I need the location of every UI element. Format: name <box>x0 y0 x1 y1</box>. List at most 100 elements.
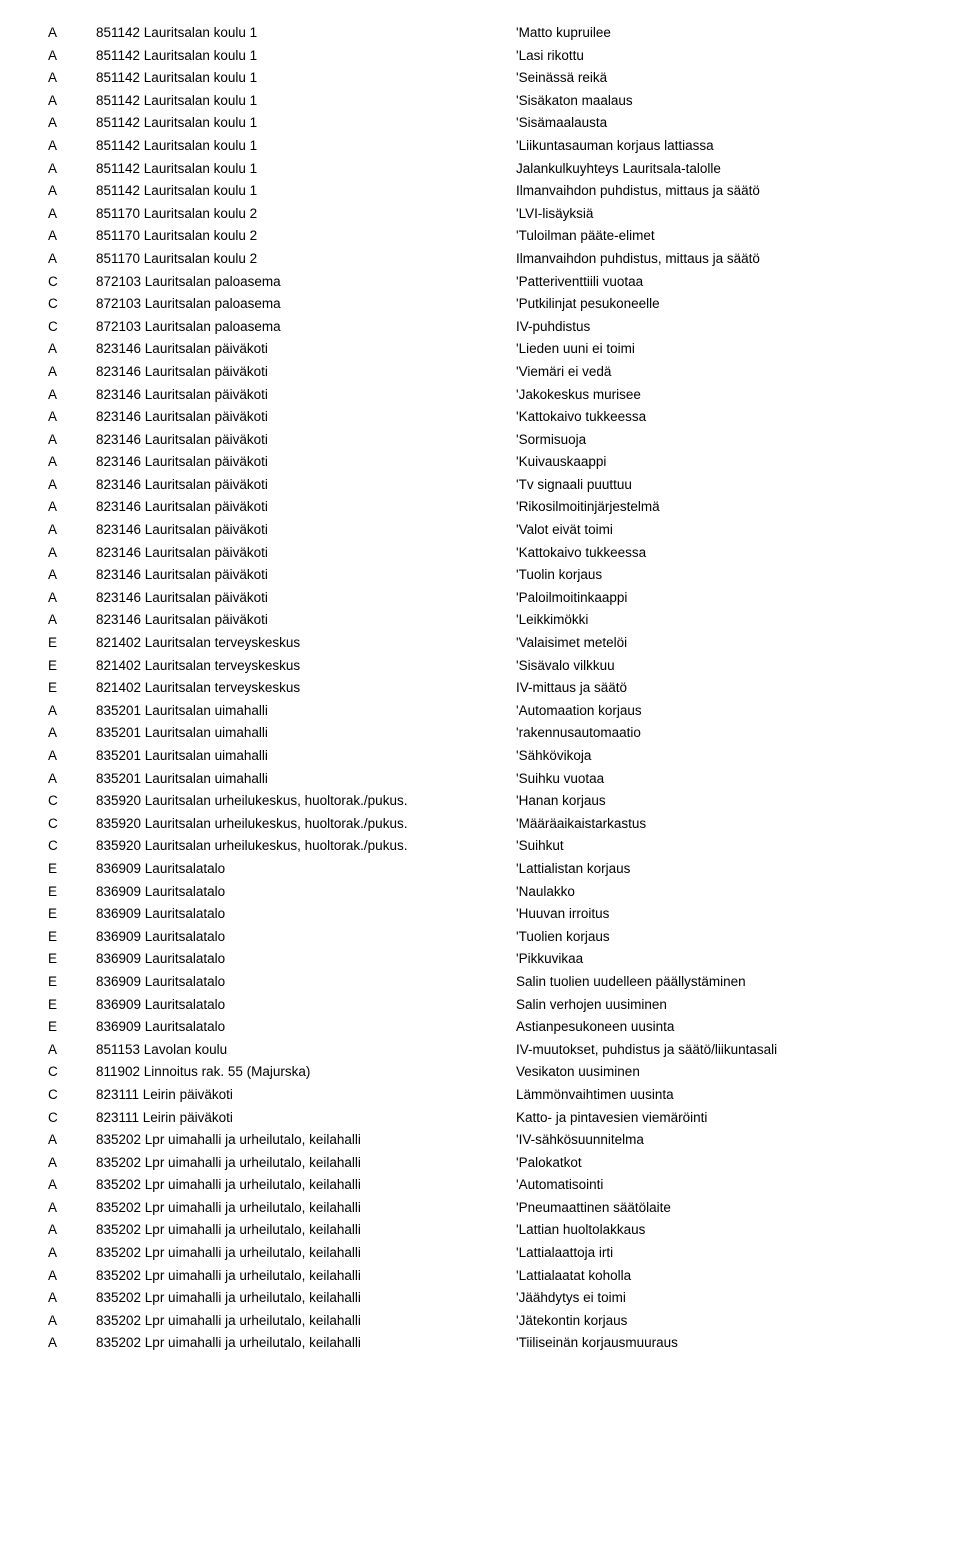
code-name-cell: 835202 Lpr uimahalli ja urheilutalo, kei… <box>96 1269 516 1283</box>
type-cell: A <box>48 388 96 402</box>
code-name-cell: 851142 Lauritsalan koulu 1 <box>96 94 516 108</box>
type-cell: A <box>48 749 96 763</box>
description-cell: 'Naulakko <box>516 885 924 899</box>
type-cell: E <box>48 907 96 921</box>
type-cell: C <box>48 275 96 289</box>
code-name-cell: 836909 Lauritsalatalo <box>96 907 516 921</box>
description-cell: 'Lieden uuni ei toimi <box>516 342 924 356</box>
type-cell: E <box>48 975 96 989</box>
type-cell: C <box>48 839 96 853</box>
type-cell: A <box>48 229 96 243</box>
code-name-cell: 835201 Lauritsalan uimahalli <box>96 704 516 718</box>
description-cell: Salin verhojen uusiminen <box>516 998 924 1012</box>
description-cell: 'Palokatkot <box>516 1156 924 1170</box>
table-row: A823146 Lauritsalan päiväkoti'Kattokaivo… <box>48 410 924 424</box>
code-name-cell: 836909 Lauritsalatalo <box>96 885 516 899</box>
description-cell: 'IV-sähkösuunnitelma <box>516 1133 924 1147</box>
code-name-cell: 851142 Lauritsalan koulu 1 <box>96 184 516 198</box>
table-row: A823146 Lauritsalan päiväkoti'Tuolin kor… <box>48 568 924 582</box>
table-row: A835202 Lpr uimahalli ja urheilutalo, ke… <box>48 1133 924 1147</box>
code-name-cell: 835202 Lpr uimahalli ja urheilutalo, kei… <box>96 1133 516 1147</box>
table-row: A851142 Lauritsalan koulu 1'Sisämaalaust… <box>48 116 924 130</box>
description-cell: 'Putkilinjat pesukoneelle <box>516 297 924 311</box>
description-cell: 'Sisävalo vilkkuu <box>516 659 924 673</box>
code-name-cell: 823146 Lauritsalan päiväkoti <box>96 478 516 492</box>
type-cell: C <box>48 1065 96 1079</box>
code-name-cell: 835202 Lpr uimahalli ja urheilutalo, kei… <box>96 1314 516 1328</box>
type-cell: E <box>48 1020 96 1034</box>
description-cell: 'Kattokaivo tukkeessa <box>516 546 924 560</box>
description-cell: 'Lattialaatat koholla <box>516 1269 924 1283</box>
type-cell: A <box>48 1336 96 1350</box>
code-name-cell: 836909 Lauritsalatalo <box>96 1020 516 1034</box>
type-cell: A <box>48 1201 96 1215</box>
type-cell: A <box>48 591 96 605</box>
description-cell: 'Sähkövikoja <box>516 749 924 763</box>
code-name-cell: 836909 Lauritsalatalo <box>96 952 516 966</box>
type-cell: E <box>48 659 96 673</box>
type-cell: A <box>48 772 96 786</box>
description-cell: IV-mittaus ja säätö <box>516 681 924 695</box>
description-cell: 'Jätekontin korjaus <box>516 1314 924 1328</box>
description-cell: Vesikaton uusiminen <box>516 1065 924 1079</box>
type-cell: C <box>48 297 96 311</box>
type-cell: A <box>48 26 96 40</box>
code-name-cell: 821402 Lauritsalan terveyskeskus <box>96 659 516 673</box>
type-cell: A <box>48 71 96 85</box>
type-cell: A <box>48 500 96 514</box>
code-name-cell: 835920 Lauritsalan urheilukeskus, huolto… <box>96 794 516 808</box>
table-row: C835920 Lauritsalan urheilukeskus, huolt… <box>48 839 924 853</box>
description-cell: 'Kattokaivo tukkeessa <box>516 410 924 424</box>
table-row: A823146 Lauritsalan päiväkoti'Leikkimökk… <box>48 613 924 627</box>
code-name-cell: 836909 Lauritsalatalo <box>96 930 516 944</box>
description-cell: 'Leikkimökki <box>516 613 924 627</box>
table-row: A851142 Lauritsalan koulu 1'Matto kuprui… <box>48 26 924 40</box>
type-cell: A <box>48 1043 96 1057</box>
type-cell: E <box>48 952 96 966</box>
description-cell: Jalankulkuyhteys Lauritsala-talolle <box>516 162 924 176</box>
description-cell: Ilmanvaihdon puhdistus, mittaus ja säätö <box>516 252 924 266</box>
table-row: A835202 Lpr uimahalli ja urheilutalo, ke… <box>48 1246 924 1260</box>
code-name-cell: 835202 Lpr uimahalli ja urheilutalo, kei… <box>96 1291 516 1305</box>
table-row: A823146 Lauritsalan päiväkoti'Sormisuoja <box>48 433 924 447</box>
code-name-cell: 836909 Lauritsalatalo <box>96 975 516 989</box>
table-row: A851153 Lavolan kouluIV-muutokset, puhdi… <box>48 1043 924 1057</box>
code-name-cell: 823146 Lauritsalan päiväkoti <box>96 591 516 605</box>
type-cell: E <box>48 998 96 1012</box>
table-row: A823146 Lauritsalan päiväkoti'Rikosilmoi… <box>48 500 924 514</box>
table-row: A851142 Lauritsalan koulu 1'Seinässä rei… <box>48 71 924 85</box>
table-row: A823146 Lauritsalan päiväkoti'Valot eivä… <box>48 523 924 537</box>
code-name-cell: 835202 Lpr uimahalli ja urheilutalo, kei… <box>96 1178 516 1192</box>
type-cell: A <box>48 433 96 447</box>
code-name-cell: 835202 Lpr uimahalli ja urheilutalo, kei… <box>96 1223 516 1237</box>
code-name-cell: 836909 Lauritsalatalo <box>96 998 516 1012</box>
code-name-cell: 835202 Lpr uimahalli ja urheilutalo, kei… <box>96 1336 516 1350</box>
type-cell: E <box>48 681 96 695</box>
table-row: C872103 Lauritsalan paloasemaIV-puhdistu… <box>48 320 924 334</box>
table-row: E836909 LauritsalataloAstianpesukoneen u… <box>48 1020 924 1034</box>
table-row: A851170 Lauritsalan koulu 2'Tuloilman pä… <box>48 229 924 243</box>
description-cell: 'Valaisimet metelöi <box>516 636 924 650</box>
table-row: A823146 Lauritsalan päiväkoti'Jakokeskus… <box>48 388 924 402</box>
description-cell: 'Jakokeskus murisee <box>516 388 924 402</box>
table-row: C823111 Leirin päiväkotiKatto- ja pintav… <box>48 1111 924 1125</box>
type-cell: A <box>48 139 96 153</box>
description-cell: 'Matto kupruilee <box>516 26 924 40</box>
table-row: E836909 Lauritsalatalo'Lattialistan korj… <box>48 862 924 876</box>
table-row: C872103 Lauritsalan paloasema'Patteriven… <box>48 275 924 289</box>
type-cell: E <box>48 930 96 944</box>
description-cell: 'Rikosilmoitinjärjestelmä <box>516 500 924 514</box>
table-row: A835201 Lauritsalan uimahalli'Automaatio… <box>48 704 924 718</box>
table-row: C835920 Lauritsalan urheilukeskus, huolt… <box>48 794 924 808</box>
code-name-cell: 823111 Leirin päiväkoti <box>96 1088 516 1102</box>
description-cell: 'Sormisuoja <box>516 433 924 447</box>
type-cell: A <box>48 1178 96 1192</box>
description-cell: Ilmanvaihdon puhdistus, mittaus ja säätö <box>516 184 924 198</box>
type-cell: A <box>48 523 96 537</box>
code-name-cell: 836909 Lauritsalatalo <box>96 862 516 876</box>
description-cell: 'Hanan korjaus <box>516 794 924 808</box>
code-name-cell: 835202 Lpr uimahalli ja urheilutalo, kei… <box>96 1156 516 1170</box>
table-row: A835201 Lauritsalan uimahalli'Sähkövikoj… <box>48 749 924 763</box>
code-name-cell: 823146 Lauritsalan päiväkoti <box>96 365 516 379</box>
description-cell: IV-muutokset, puhdistus ja säätö/liikunt… <box>516 1043 924 1057</box>
